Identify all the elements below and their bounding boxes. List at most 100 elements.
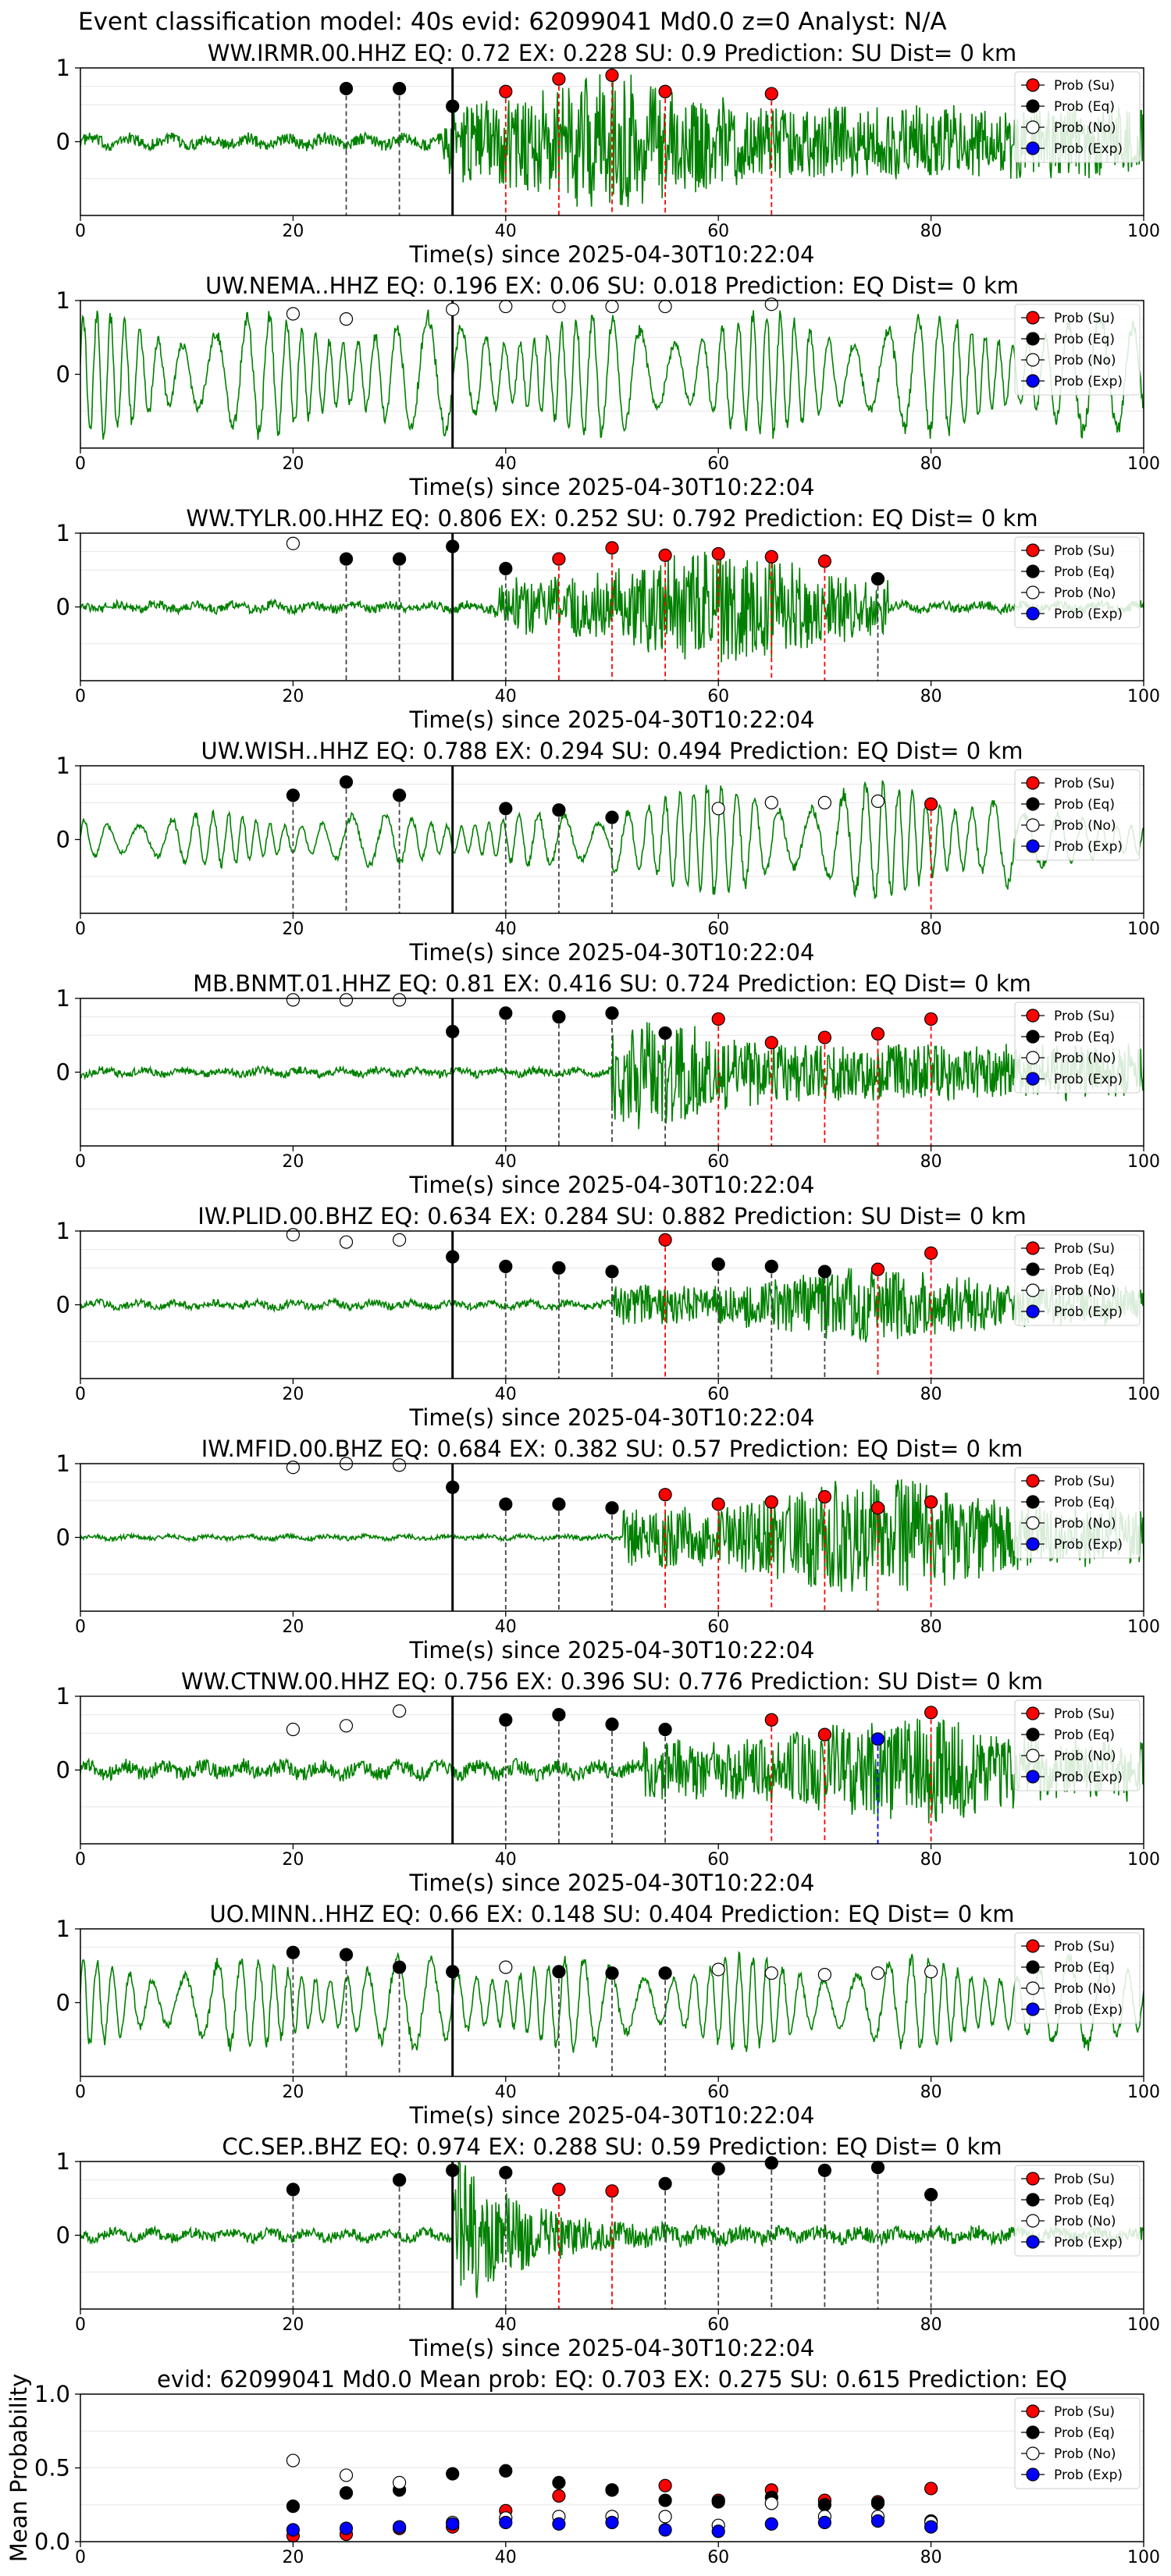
- y-tick-label: 0.5: [34, 2455, 70, 2482]
- prob-marker-su: [658, 84, 672, 98]
- prob-marker-eq: [658, 2176, 672, 2190]
- x-tick-label: 0: [75, 1385, 86, 1404]
- legend-marker-su: [1026, 776, 1040, 790]
- x-tick-label: 100: [1127, 454, 1160, 474]
- legend: Prob (Su) Prob (Eq) Prob (No) Prob (Exp): [1014, 2397, 1141, 2489]
- x-tick-label: 80: [920, 1617, 942, 1637]
- x-tick-label: 80: [920, 454, 942, 474]
- mean-prob-point-exp: [286, 2523, 300, 2537]
- prob-marker-no: [605, 299, 619, 314]
- prob-marker-eq: [924, 2187, 938, 2202]
- prob-marker-eq: [339, 1948, 354, 1962]
- panel-title: WW.CTNW.00.HHZ EQ: 0.756 EX: 0.396 SU: 0…: [181, 1668, 1043, 1695]
- mean-prob-point-eq: [817, 2498, 832, 2512]
- legend-marker-no: [1026, 818, 1040, 832]
- legend: Prob (Su) Prob (Eq) Prob (No) Prob (Exp): [1014, 1699, 1141, 1791]
- prob-marker-su: [658, 1488, 672, 1502]
- x-tick-label: 60: [707, 1850, 729, 1870]
- y-tick-label: 1: [56, 287, 70, 314]
- legend-label: Prob (No): [1054, 2446, 1116, 2462]
- prob-marker-eq: [446, 539, 460, 553]
- prob-marker-eq: [605, 810, 619, 824]
- x-tick-label: 60: [707, 222, 729, 241]
- station-panel-3: WW.TYLR.00.HHZ EQ: 0.806 EX: 0.252 SU: 0…: [56, 505, 1160, 733]
- legend-marker-su: [1026, 1009, 1040, 1023]
- legend-label: Prob (No): [1054, 1981, 1116, 1997]
- panel-title: UW.NEMA..HHZ EQ: 0.196 EX: 0.06 SU: 0.01…: [205, 272, 1019, 299]
- x-tick-label: 80: [920, 2548, 942, 2567]
- mean-prob-point-su: [552, 2489, 566, 2503]
- mean-prob-point-exp: [446, 2517, 460, 2531]
- prob-marker-eq: [393, 788, 407, 802]
- legend-label: Prob (Su): [1054, 1241, 1115, 1257]
- x-tick-label: 100: [1127, 1617, 1160, 1637]
- legend-box: [1014, 1467, 1141, 1559]
- legend-label: Prob (Su): [1054, 1939, 1115, 1955]
- prob-marker-no: [552, 299, 566, 314]
- mean-prob-point-eq: [446, 2467, 460, 2481]
- legend-marker-eq: [1026, 797, 1040, 811]
- station-panel-1: WW.IRMR.00.HHZ EQ: 0.72 EX: 0.228 SU: 0.…: [56, 40, 1160, 268]
- prob-marker-eq: [446, 1024, 460, 1039]
- prob-marker-eq: [552, 1261, 566, 1275]
- station-panel-9: UO.MINN..HHZ EQ: 0.66 EX: 0.148 SU: 0.40…: [56, 1901, 1160, 2129]
- x-tick-label: 80: [920, 2315, 942, 2335]
- prob-marker-su: [605, 541, 619, 555]
- legend-marker-no: [1026, 120, 1040, 134]
- y-tick-label: 0: [56, 361, 70, 388]
- mean-prob-point-eq: [711, 2495, 725, 2509]
- y-tick-label: 0: [56, 827, 70, 853]
- x-tick-label: 0: [75, 2083, 86, 2102]
- x-tick-label: 80: [920, 1850, 942, 1870]
- legend-box: [1014, 1002, 1141, 1094]
- x-tick-label: 40: [495, 454, 517, 474]
- prob-marker-eq: [658, 1966, 672, 1980]
- x-tick-label: 60: [707, 1385, 729, 1404]
- mean-prob-point-exp: [552, 2517, 566, 2531]
- prob-marker-eq: [499, 561, 513, 575]
- x-tick-label: 60: [707, 920, 729, 939]
- prob-marker-eq: [499, 1259, 513, 1273]
- seismic-trace: [80, 309, 1144, 440]
- x-tick-label: 40: [495, 222, 517, 241]
- prob-marker-no: [286, 993, 300, 1007]
- legend-label: Prob (Su): [1054, 311, 1115, 326]
- legend: Prob (Su) Prob (Eq) Prob (No) Prob (Exp): [1014, 1002, 1141, 1094]
- station-panel-5: MB.BNMT.01.HHZ EQ: 0.81 EX: 0.416 SU: 0.…: [56, 970, 1160, 1198]
- x-tick-label: 20: [282, 1152, 304, 1172]
- legend-label: Prob (No): [1054, 1516, 1116, 1532]
- x-tick-label: 20: [282, 920, 304, 939]
- x-tick-label: 20: [282, 454, 304, 474]
- y-tick-label: 1: [56, 1683, 70, 1710]
- legend-box: [1014, 1699, 1141, 1791]
- prob-marker-eq: [605, 1006, 619, 1020]
- mean-prob-point-eq: [658, 2493, 672, 2507]
- panel-title: UW.WISH..HHZ EQ: 0.788 EX: 0.294 SU: 0.4…: [201, 738, 1023, 764]
- x-tick-label: 20: [282, 2548, 304, 2567]
- station-panel-6: IW.PLID.00.BHZ EQ: 0.634 EX: 0.284 SU: 0…: [56, 1203, 1160, 1431]
- legend-label: Prob (Eq): [1054, 1727, 1115, 1743]
- prob-marker-no: [286, 1228, 300, 1242]
- prob-marker-no: [339, 1719, 354, 1733]
- legend-marker-no: [1026, 1051, 1040, 1065]
- prob-marker-su: [870, 1262, 885, 1276]
- x-tick-label: 60: [707, 2083, 729, 2102]
- prob-marker-eq: [393, 81, 407, 96]
- legend-box: [1014, 1932, 1141, 2024]
- mean-prob-point-no: [339, 2468, 354, 2482]
- prob-marker-su: [924, 1246, 938, 1260]
- y-tick-label: 1: [56, 1450, 70, 1477]
- prob-marker-no: [711, 1962, 725, 1976]
- legend-marker-su: [1026, 2172, 1040, 2186]
- legend-box: [1014, 769, 1141, 861]
- prob-marker-eq: [870, 2160, 885, 2175]
- y-axis-label: Mean Probability: [5, 2374, 32, 2563]
- prob-marker-eq: [339, 81, 354, 96]
- prob-marker-eq: [286, 2183, 300, 2197]
- legend: Prob (Su) Prob (Eq) Prob (No) Prob (Exp): [1014, 71, 1141, 163]
- prob-marker-eq: [552, 1497, 566, 1511]
- x-tick-label: 100: [1127, 1850, 1160, 1870]
- x-tick-label: 100: [1127, 1152, 1160, 1172]
- prob-marker-eq: [605, 1717, 619, 1731]
- x-tick-label: 40: [495, 1617, 517, 1637]
